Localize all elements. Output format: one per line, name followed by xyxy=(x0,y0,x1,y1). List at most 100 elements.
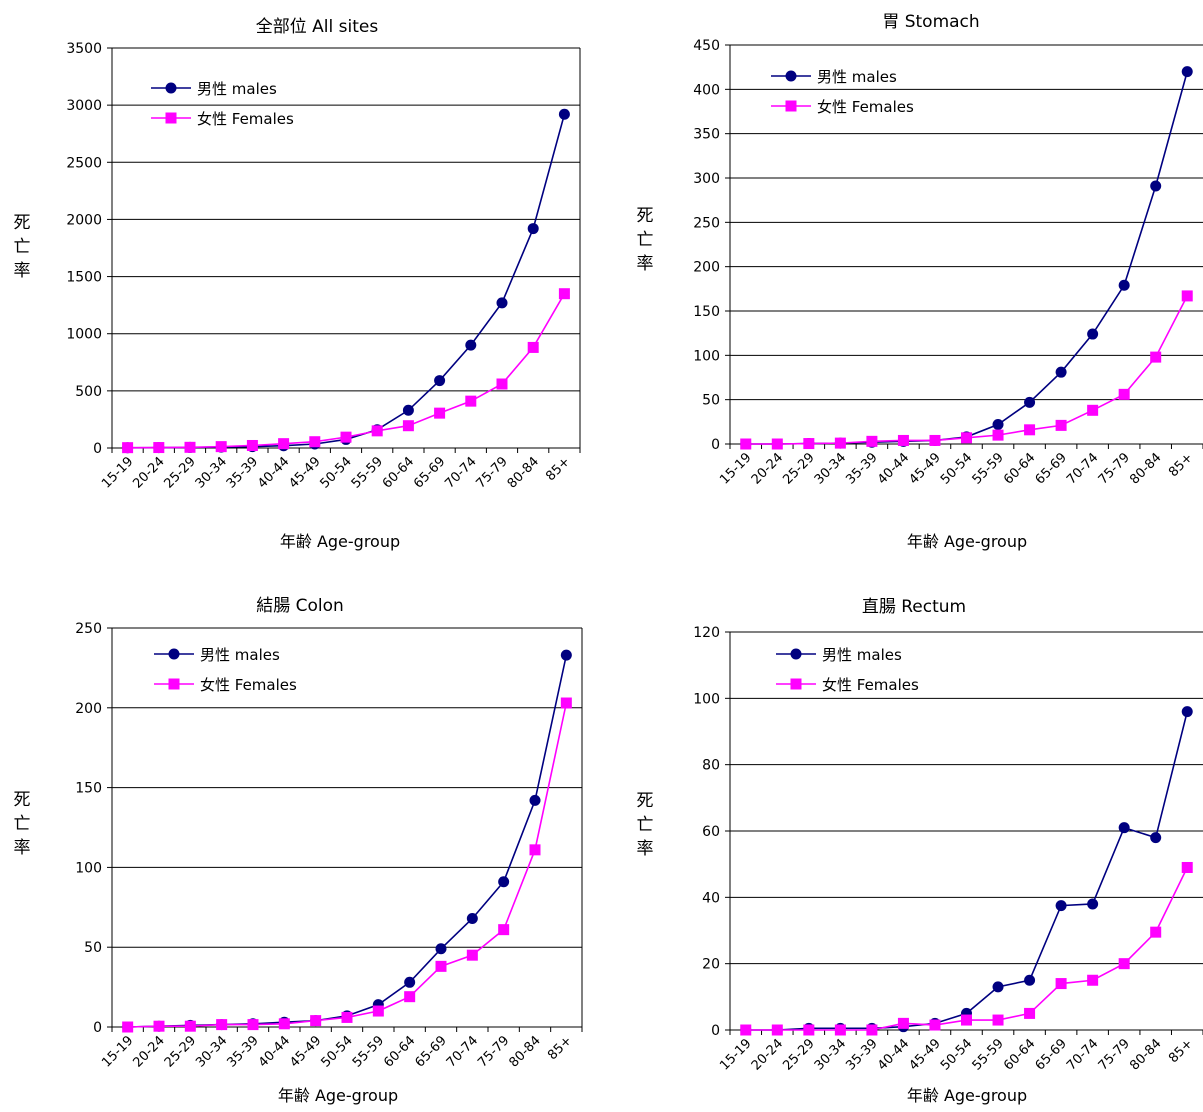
x-tick-label: 40-44 xyxy=(875,1036,912,1073)
data-point-females xyxy=(434,407,446,419)
data-point-females xyxy=(465,395,477,407)
data-point-males xyxy=(1024,974,1036,986)
legend-marker-circle xyxy=(785,70,797,82)
x-tick-label: 25-29 xyxy=(162,454,199,491)
x-tick-label: 45-49 xyxy=(287,1033,324,1070)
x-tick-label: 60-64 xyxy=(1001,450,1038,487)
x-tick-label: 20-24 xyxy=(749,1036,786,1073)
data-point-males xyxy=(560,649,572,661)
series-line-males xyxy=(127,654,568,1028)
data-point-females xyxy=(961,1014,972,1026)
x-tick-label: 15-19 xyxy=(717,1036,754,1073)
data-point-females xyxy=(402,420,414,432)
y-axis-label: 死亡率 xyxy=(637,206,654,274)
legend-marker-circle xyxy=(168,648,180,660)
data-point-males xyxy=(434,375,446,387)
data-point-females xyxy=(1024,424,1036,436)
x-tick-label: 75-79 xyxy=(1096,1036,1133,1073)
data-point-females xyxy=(560,697,572,709)
x-tick-label: 65-69 xyxy=(411,454,448,491)
y-tick-label: 3000 xyxy=(66,98,102,114)
y-tick-label: 250 xyxy=(693,215,720,231)
data-point-females xyxy=(215,441,227,453)
y-tick-label: 350 xyxy=(693,127,720,143)
y-tick-label: 200 xyxy=(75,701,102,717)
x-tick-label: 80-84 xyxy=(1127,1036,1164,1073)
x-tick-label: 85+ xyxy=(1166,450,1196,480)
y-tick-label: 120 xyxy=(693,625,720,641)
data-point-females xyxy=(371,425,383,437)
x-tick-label: 75-79 xyxy=(1096,450,1133,487)
data-point-males xyxy=(1118,279,1130,291)
data-point-females xyxy=(496,378,508,390)
x-tick-label: 55-59 xyxy=(970,450,1007,487)
series-line-males xyxy=(745,71,1189,445)
data-point-females xyxy=(740,1024,752,1036)
data-point-males xyxy=(1055,900,1067,912)
y-tick-label: 60 xyxy=(702,824,720,840)
chart-colon: 結腸 Colon 0 50 100 150 200 250 15-1920-2425-2930… xyxy=(14,596,583,1105)
series-line-females xyxy=(745,295,1188,445)
y-tick-label: 50 xyxy=(702,393,720,409)
data-point-females xyxy=(1055,978,1067,990)
y-tick-label: 0 xyxy=(93,441,102,457)
legend-marker-circle xyxy=(790,648,802,660)
x-tick-label: 35-39 xyxy=(224,454,261,491)
data-point-females xyxy=(372,1005,384,1017)
data-point-females xyxy=(992,1014,1004,1026)
x-tick-label: 70-74 xyxy=(444,1033,481,1070)
y-tick-label: 20 xyxy=(702,957,720,973)
data-point-females xyxy=(866,1024,878,1036)
y-tick-label: 500 xyxy=(75,384,102,400)
x-tick-label: 85+ xyxy=(545,1033,575,1063)
data-point-females xyxy=(897,434,909,446)
y-tick-label: 200 xyxy=(693,260,720,276)
y-tick-label: 50 xyxy=(84,940,102,956)
data-point-females xyxy=(1024,1007,1036,1019)
y-tick-label: 100 xyxy=(693,348,720,364)
data-point-males xyxy=(992,418,1004,430)
series-line-males xyxy=(745,711,1189,1031)
x-tick-label: 50-54 xyxy=(319,1033,356,1070)
x-tick-label: 40-44 xyxy=(875,450,912,487)
x-tick-label: 65-69 xyxy=(413,1033,450,1070)
x-tick-label: 20-24 xyxy=(130,454,167,491)
series-line-females xyxy=(127,702,568,1028)
data-point-males xyxy=(1150,832,1162,844)
data-point-females xyxy=(278,1018,290,1030)
x-tick-label: 50-54 xyxy=(938,1036,975,1073)
y-tick-label: 150 xyxy=(693,304,720,320)
data-point-females xyxy=(1087,404,1099,416)
data-point-males xyxy=(498,876,510,888)
data-point-females xyxy=(309,436,321,448)
series-line-males xyxy=(127,114,566,449)
data-point-males xyxy=(404,976,416,988)
data-point-males xyxy=(992,981,1004,993)
chart-rectum: 直腸 Rectum02040608010012015-1920-2425-293… xyxy=(637,597,1203,1105)
data-point-females xyxy=(184,441,196,453)
x-tick-label: 75-79 xyxy=(475,1033,512,1070)
y-axis-label: 死亡率 xyxy=(14,213,31,281)
data-point-females xyxy=(834,1024,846,1036)
data-point-females xyxy=(340,431,352,443)
x-tick-label: 50-54 xyxy=(938,450,975,487)
data-point-females xyxy=(153,1020,165,1032)
chart-title: 結腸 Colon xyxy=(256,596,344,616)
data-point-males xyxy=(1181,66,1193,78)
data-point-males xyxy=(435,943,447,955)
data-point-females xyxy=(803,438,815,450)
data-point-females xyxy=(153,442,165,454)
y-tick-label: 300 xyxy=(693,171,720,187)
data-point-females xyxy=(184,1020,196,1032)
data-point-males xyxy=(527,223,539,235)
series-line-females xyxy=(127,293,566,449)
data-point-females xyxy=(866,435,878,447)
legend-marker-circle xyxy=(165,82,177,94)
chart-title: 直腸 Rectum xyxy=(862,597,966,617)
data-point-males xyxy=(1024,396,1036,408)
x-tick-label: 70-74 xyxy=(442,454,479,491)
data-point-males xyxy=(465,339,477,351)
data-point-females xyxy=(771,438,783,450)
y-tick-label: 0 xyxy=(711,1023,720,1039)
x-tick-label: 85+ xyxy=(543,454,573,484)
